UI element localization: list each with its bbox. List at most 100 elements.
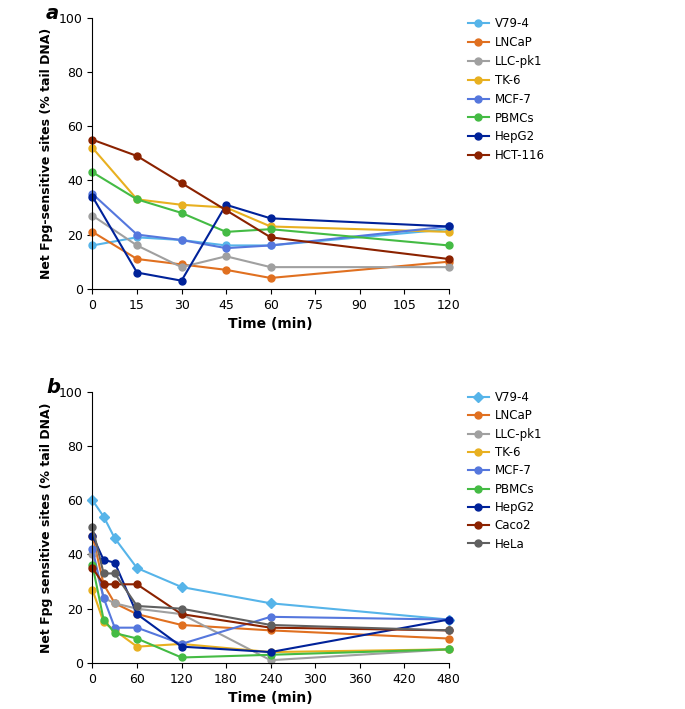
HepG2 [99, 556, 108, 564]
V79-4 [99, 513, 108, 521]
LLC-pk1 [266, 263, 275, 272]
HepG2 [133, 610, 141, 618]
HCT-116 [445, 255, 453, 263]
LLC-pk1 [99, 593, 108, 602]
TK-6 [266, 648, 275, 657]
MCF-7 [88, 190, 97, 199]
MCF-7 [445, 222, 453, 230]
Text: b: b [46, 379, 60, 397]
Line: HepG2: HepG2 [89, 193, 452, 284]
PBMCs [177, 653, 186, 661]
HepG2 [133, 268, 141, 277]
V79-4 [177, 236, 186, 245]
MCF-7 [266, 241, 275, 250]
PBMCs [99, 615, 108, 624]
V79-4 [266, 241, 275, 250]
MCF-7 [111, 623, 119, 632]
Line: LNCaP: LNCaP [89, 228, 452, 281]
PBMCs [445, 241, 453, 250]
HepG2 [88, 531, 97, 540]
Line: TK-6: TK-6 [89, 586, 452, 656]
TK-6 [222, 203, 230, 212]
Caco2 [133, 580, 141, 588]
LNCaP [266, 626, 275, 635]
LLC-pk1 [111, 599, 119, 608]
Line: MCF-7: MCF-7 [89, 191, 452, 252]
LLC-pk1 [177, 610, 186, 618]
X-axis label: Time (min): Time (min) [228, 691, 313, 705]
MCF-7 [133, 230, 141, 239]
HCT-116 [266, 233, 275, 242]
Line: HeLa: HeLa [89, 524, 452, 634]
MCF-7 [88, 545, 97, 553]
PBMCs [222, 228, 230, 236]
HepG2 [88, 192, 97, 201]
LLC-pk1 [266, 656, 275, 664]
LNCaP [177, 260, 186, 269]
HepG2 [266, 648, 275, 657]
LLC-pk1 [88, 550, 97, 559]
TK-6 [445, 228, 453, 236]
HeLa [133, 602, 141, 610]
TK-6 [445, 645, 453, 654]
X-axis label: Time (min): Time (min) [228, 317, 313, 331]
HepG2 [111, 559, 119, 567]
MCF-7 [177, 236, 186, 245]
Line: LLC-pk1: LLC-pk1 [89, 212, 452, 271]
V79-4 [177, 583, 186, 591]
PBMCs [88, 561, 97, 569]
PBMCs [133, 635, 141, 643]
HepG2 [177, 277, 186, 285]
MCF-7 [133, 623, 141, 632]
MCF-7 [445, 615, 453, 624]
Line: MCF-7: MCF-7 [89, 546, 452, 647]
LNCaP [222, 266, 230, 274]
HepG2 [222, 201, 230, 209]
LLC-pk1 [222, 252, 230, 260]
LLC-pk1 [445, 645, 453, 654]
LLC-pk1 [133, 241, 141, 250]
HCT-116 [88, 135, 97, 144]
Caco2 [266, 623, 275, 632]
V79-4 [88, 496, 97, 505]
PBMCs [88, 168, 97, 177]
Line: LLC-pk1: LLC-pk1 [89, 551, 452, 664]
LNCaP [111, 599, 119, 608]
LNCaP [177, 620, 186, 629]
LNCaP [266, 274, 275, 282]
PBMCs [177, 208, 186, 217]
LLC-pk1 [133, 605, 141, 613]
HCT-116 [133, 152, 141, 160]
PBMCs [266, 651, 275, 659]
LNCaP [445, 635, 453, 643]
Line: PBMCs: PBMCs [89, 169, 452, 249]
Line: Caco2: Caco2 [89, 564, 452, 634]
Line: PBMCs: PBMCs [89, 562, 452, 661]
HCT-116 [222, 206, 230, 214]
MCF-7 [177, 640, 186, 648]
MCF-7 [266, 613, 275, 621]
V79-4 [111, 534, 119, 542]
Line: HCT-116: HCT-116 [89, 136, 452, 262]
Caco2 [111, 580, 119, 588]
Caco2 [99, 580, 108, 588]
TK-6 [177, 640, 186, 648]
V79-4 [445, 225, 453, 233]
TK-6 [111, 626, 119, 635]
HepG2 [445, 615, 453, 624]
PBMCs [111, 629, 119, 637]
HeLa [99, 569, 108, 578]
LNCaP [133, 255, 141, 263]
Y-axis label: Net Fpg-sensitive sites (% tail DNA): Net Fpg-sensitive sites (% tail DNA) [40, 28, 53, 279]
HCT-116 [177, 179, 186, 187]
V79-4 [88, 241, 97, 250]
V79-4 [133, 564, 141, 572]
Line: V79-4: V79-4 [89, 225, 452, 249]
TK-6 [88, 144, 97, 152]
PBMCs [445, 645, 453, 654]
HeLa [445, 626, 453, 635]
V79-4 [222, 241, 230, 250]
HeLa [266, 620, 275, 629]
TK-6 [88, 586, 97, 594]
LNCaP [445, 257, 453, 266]
